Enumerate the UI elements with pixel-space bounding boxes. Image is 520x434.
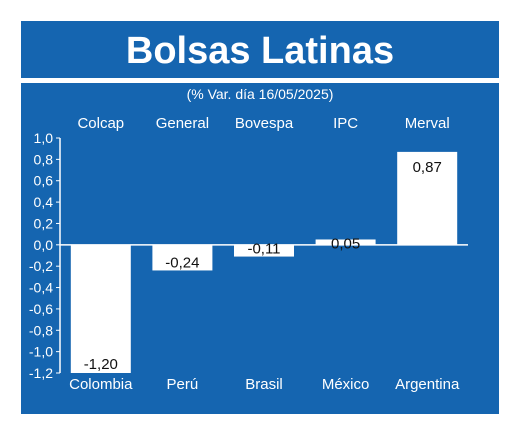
y-tick-label: 0,0: [34, 237, 54, 253]
plot-area: 1,0 0,8 0,6 0,4 0,2 0,0 -0,2 -0,4 -0,6 -0,8 -1,0 -1…: [29, 115, 468, 393]
value-label: -0,24: [165, 254, 199, 271]
y-tick-label: 0,2: [34, 215, 54, 231]
value-label: 0,87: [413, 159, 442, 176]
y-tick-label: 0,6: [34, 173, 54, 189]
value-label: 0,05: [331, 235, 360, 252]
bar-méxico: [315, 239, 376, 245]
y-tick-label: 0,4: [34, 194, 54, 210]
index-label: Colcap: [77, 115, 124, 132]
value-label: -1,20: [84, 356, 118, 373]
bar-perú: [152, 244, 213, 271]
y-tick-label: -1,2: [29, 365, 53, 381]
bar-colombia: [70, 244, 131, 373]
y-tick-label: 0,8: [34, 151, 54, 167]
category-label: México: [322, 376, 370, 393]
category-label: Argentina: [395, 376, 460, 393]
y-tick-label: 1,0: [34, 130, 54, 146]
y-tick-label: -0,6: [29, 301, 53, 317]
y-tick-label: -0,4: [29, 280, 53, 296]
bar-brasil: [234, 244, 294, 257]
y-tick-label: -0,8: [29, 322, 53, 338]
index-label: General: [156, 115, 209, 132]
category-label: Colombia: [69, 376, 133, 393]
y-tick-label: -1,0: [29, 344, 53, 360]
y-tick-label: -0,2: [29, 258, 53, 274]
chart-subtitle: (% Var. día 16/05/2025): [186, 86, 334, 102]
category-label: Perú: [167, 376, 199, 393]
index-label: Merval: [405, 115, 450, 132]
category-label: Brasil: [245, 376, 283, 393]
index-label: IPC: [333, 115, 358, 132]
value-label: -0,11: [247, 241, 280, 258]
index-label: Bovespa: [235, 115, 294, 132]
chart-title: Bolsas Latinas: [125, 30, 395, 72]
title-divider: [21, 78, 499, 83]
bar-argentina: [397, 151, 458, 245]
